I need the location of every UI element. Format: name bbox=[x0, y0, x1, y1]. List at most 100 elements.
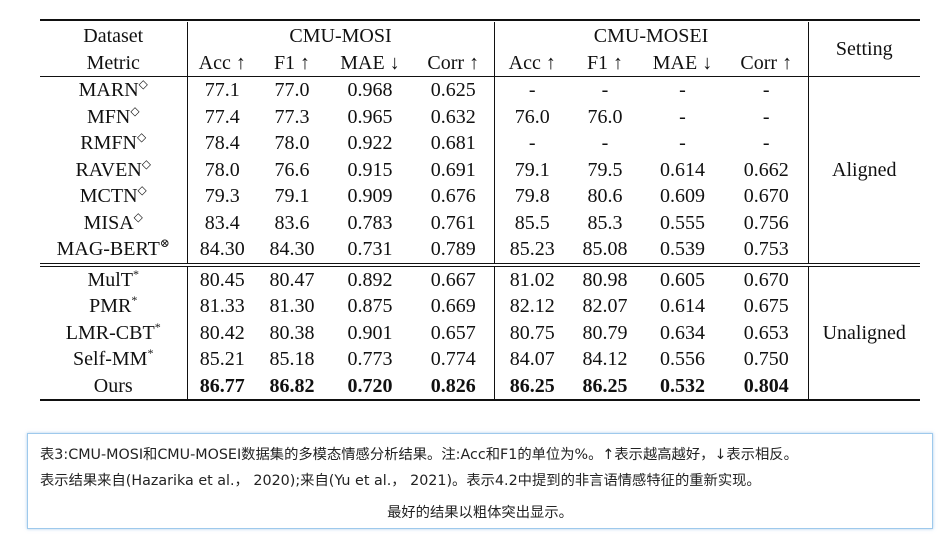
metric-value: - bbox=[528, 132, 536, 155]
table-row: MAG-BERT⊗ 84.30 84.30 0.731 0.789 85.23 85.08 0… bbox=[40, 236, 920, 267]
metric-label: Metric bbox=[40, 49, 188, 77]
metric-value: 0.670 bbox=[725, 264, 809, 293]
table-top-rule bbox=[40, 19, 920, 21]
source-mark: ⊗ bbox=[159, 236, 170, 251]
model-name: MFN◇ bbox=[40, 103, 188, 130]
metric-value: 0.662 bbox=[725, 156, 809, 183]
metric-value: 80.47 bbox=[269, 268, 315, 291]
metric-value: 86.82 bbox=[257, 372, 327, 401]
metric-value: 0.875 bbox=[347, 295, 393, 318]
metric-value: 0.669 bbox=[413, 293, 495, 320]
model-label: LMR-CBT bbox=[65, 321, 155, 344]
metric-value: - bbox=[528, 79, 536, 102]
model-label: MulT bbox=[87, 268, 134, 291]
source-mark: * bbox=[147, 346, 154, 361]
table-row: MFN◇ 77.4 77.3 0.965 0.632 76.0 76.0 - - bbox=[40, 103, 920, 130]
metric-value: 0.681 bbox=[413, 130, 495, 157]
metric-value: 0.653 bbox=[725, 319, 809, 346]
metric-value: 84.12 bbox=[582, 348, 628, 371]
table-caption: 表3:CMU-MOSI和CMU-MOSEI数据集的多模态情感分析结果。注:Acc… bbox=[27, 433, 933, 529]
metric-value: 0.922 bbox=[347, 132, 393, 155]
model-name: Ours bbox=[40, 372, 188, 401]
metric-value: 79.5 bbox=[587, 158, 623, 181]
source-mark: ◇ bbox=[133, 209, 143, 224]
metric-value: 0.609 bbox=[660, 185, 705, 208]
setting-unaligned: Unaligned bbox=[808, 264, 921, 401]
metric-value: 80.75 bbox=[509, 321, 555, 344]
metric-value: - bbox=[725, 130, 809, 157]
metric-value: 80.45 bbox=[199, 268, 245, 291]
metric-value: 0.634 bbox=[660, 321, 705, 344]
metric-value: 0.901 bbox=[347, 321, 393, 344]
metric-value: 77.3 bbox=[274, 105, 310, 128]
metric-value: - bbox=[679, 79, 686, 102]
source-mark: ◇ bbox=[130, 103, 140, 118]
table-row: Ours 86.77 86.82 0.720 0.826 86.25 86.25 0.532 0… bbox=[40, 372, 920, 401]
metric-header: F1 ↑ bbox=[257, 49, 327, 77]
metric-value: 80.6 bbox=[587, 185, 623, 208]
results-table: Dataset CMU-MOSI CMU-MOSEI Setting Metri… bbox=[40, 22, 921, 401]
table-row: MARN◇ 77.1 77.0 0.968 0.625- - - - Aligned bbox=[40, 76, 921, 267]
metric-header: MAE ↓ bbox=[327, 49, 413, 77]
caption-line-1: 表3:CMU-MOSI和CMU-MOSEI数据集的多模态情感分析结果。注:Acc… bbox=[40, 447, 798, 463]
source-mark: ◇ bbox=[137, 183, 147, 198]
model-name: LMR-CBT* bbox=[40, 319, 188, 346]
metric-value: 79.1 bbox=[514, 158, 550, 181]
table-row: RMFN◇ 78.4 78.0 0.922 0.681 - - - - bbox=[40, 130, 920, 157]
metric-header: Acc ↑ bbox=[187, 49, 257, 77]
caption-line-3: 最好的结果以粗体突出显示。 bbox=[387, 505, 573, 521]
metric-value: - bbox=[679, 105, 686, 128]
model-name: RMFN◇ bbox=[40, 130, 188, 157]
metric-value: 77.4 bbox=[204, 105, 240, 128]
metric-value: - bbox=[601, 132, 609, 155]
metric-value: 0.675 bbox=[725, 293, 809, 320]
metric-value: 80.79 bbox=[582, 321, 628, 344]
source-mark: ◇ bbox=[136, 130, 147, 145]
model-name: MAG-BERT⊗ bbox=[40, 236, 188, 267]
metric-value: 82.12 bbox=[509, 295, 555, 318]
metric-value: 0.892 bbox=[347, 268, 393, 291]
metric-value: 0.773 bbox=[347, 348, 393, 371]
model-name: Self-MM* bbox=[40, 346, 188, 373]
metric-value: 0.625 bbox=[413, 76, 495, 104]
caption-line-2: 表示结果来自(Hazarika et al.， 2020);来自(Yu et a… bbox=[40, 473, 761, 489]
metric-value: 80.42 bbox=[199, 321, 245, 344]
metric-value: 85.21 bbox=[199, 348, 245, 371]
metric-header: Acc ↑ bbox=[494, 49, 570, 77]
metric-value: 79.1 bbox=[274, 185, 310, 208]
metric-value: 77.0 bbox=[274, 79, 310, 102]
setting-header: Setting bbox=[808, 22, 921, 77]
metric-value: 0.753 bbox=[725, 236, 809, 267]
table-row: PMR* 81.33 81.30 0.875 0.669 82.12 82.07 0.614 0… bbox=[40, 293, 920, 320]
metric-header: F1 ↑ bbox=[570, 49, 640, 77]
metric-value: 85.08 bbox=[570, 236, 640, 267]
model-label: Self-MM bbox=[73, 348, 148, 371]
metric-value: 0.750 bbox=[725, 346, 809, 373]
metric-value: 0.614 bbox=[660, 295, 705, 318]
metric-value: 0.909 bbox=[347, 185, 393, 208]
metric-value: - bbox=[725, 76, 809, 104]
model-name: PMR* bbox=[40, 293, 188, 320]
model-name: MCTN◇ bbox=[40, 183, 188, 210]
metric-value: 0.731 bbox=[327, 236, 413, 267]
metric-value: 0.556 bbox=[660, 348, 705, 371]
source-mark: * bbox=[133, 266, 140, 281]
source-mark: * bbox=[154, 319, 161, 334]
table-row: MISA◇ 83.4 83.6 0.783 0.761 85.5 85.3 0.555 0.75… bbox=[40, 209, 920, 236]
metric-value: 80.98 bbox=[582, 268, 628, 291]
metric-value: 0.826 bbox=[413, 372, 495, 401]
group-cmu-mosei: CMU-MOSEI bbox=[494, 22, 809, 49]
table-row: LMR-CBT* 80.42 80.38 0.901 0.657 80.75 80.79 0.… bbox=[40, 319, 920, 346]
model-label: MISA bbox=[83, 211, 134, 234]
metric-value: 0.783 bbox=[347, 211, 393, 234]
model-name: MISA◇ bbox=[40, 209, 188, 236]
model-name: RAVEN◇ bbox=[40, 156, 188, 183]
metric-value: 0.756 bbox=[725, 209, 809, 236]
metric-value: 79.8 bbox=[514, 185, 550, 208]
metric-value: 0.761 bbox=[413, 209, 495, 236]
metric-value: 81.02 bbox=[509, 268, 555, 291]
metric-value: 81.33 bbox=[199, 295, 245, 318]
source-mark: ◇ bbox=[138, 77, 148, 92]
metric-value: - bbox=[679, 132, 686, 155]
group-cmu-mosi: CMU-MOSI bbox=[187, 22, 495, 49]
